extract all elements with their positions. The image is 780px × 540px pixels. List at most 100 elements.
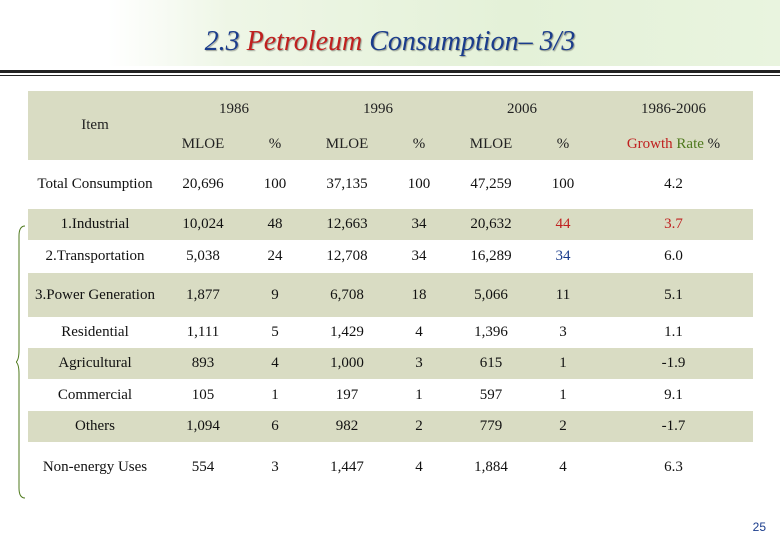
cell-mloe-1996: 1,429 bbox=[330, 324, 364, 340]
cell-pct-1996: 34 bbox=[411, 248, 427, 264]
title-accent: Petroleum bbox=[246, 26, 363, 57]
cell-mloe-1996: 37,135 bbox=[326, 176, 368, 192]
header-mloe-1996: MLOE bbox=[325, 135, 369, 152]
cell-growth: 1.1 bbox=[664, 324, 683, 340]
cell-growth: 4.2 bbox=[664, 176, 683, 192]
cell-pct-1986: 6 bbox=[271, 418, 279, 434]
cell-growth: 3.7 bbox=[664, 216, 683, 232]
cell-pct-2006: 11 bbox=[555, 286, 571, 303]
table-row: Residential 1,111 5 1,429 4 1,396 3 1.1 bbox=[28, 317, 753, 348]
cell-growth: 6.3 bbox=[664, 458, 683, 475]
cell-mloe-1996: 12,663 bbox=[326, 216, 368, 232]
row-item: Residential bbox=[61, 324, 129, 340]
cell-pct-2006: 4 bbox=[559, 458, 567, 475]
row-item: 1.Industrial bbox=[60, 216, 130, 232]
cell-mloe-2006: 1,884 bbox=[474, 458, 508, 475]
cell-pct-2006: 1 bbox=[559, 355, 567, 371]
table-row: Total Consumption 20,696 100 37,135 100 … bbox=[28, 160, 753, 209]
row-item: Others bbox=[75, 418, 115, 434]
header-year-range: 1986-2006 bbox=[641, 101, 706, 117]
cell-pct-1996: 1 bbox=[415, 386, 423, 403]
cell-mloe-1986: 10,024 bbox=[182, 216, 224, 232]
cell-mloe-1996: 982 bbox=[335, 418, 359, 434]
cell-mloe-2006: 16,289 bbox=[470, 248, 512, 264]
row-item: Commercial bbox=[57, 386, 133, 403]
cell-mloe-1986: 105 bbox=[191, 386, 215, 403]
table-row: Others 1,094 6 982 2 779 2 -1.7 bbox=[28, 411, 753, 442]
cell-mloe-1996: 6,708 bbox=[330, 286, 364, 303]
table-row: Agricultural 893 4 1,000 3 615 1 -1.9 bbox=[28, 348, 753, 379]
page-number: 25 bbox=[752, 520, 766, 534]
header-year-2006: 2006 bbox=[507, 101, 537, 117]
cell-mloe-2006: 47,259 bbox=[470, 176, 512, 192]
cell-pct-2006: 1 bbox=[559, 386, 567, 403]
rate-word: Rate bbox=[676, 135, 704, 152]
row-group-brace bbox=[16, 225, 26, 499]
cell-mloe-1986: 1,877 bbox=[186, 286, 220, 303]
title-rule-thick bbox=[0, 70, 780, 73]
cell-mloe-2006: 779 bbox=[479, 418, 503, 434]
cell-pct-1986: 24 bbox=[267, 248, 283, 264]
table-row: 1.Industrial 10,024 48 12,663 34 20,632 … bbox=[28, 209, 753, 240]
cell-growth: -1.7 bbox=[661, 418, 686, 434]
growth-pct: % bbox=[707, 135, 721, 152]
cell-pct-2006: 2 bbox=[559, 418, 567, 434]
row-item: Agricultural bbox=[58, 355, 132, 371]
cell-mloe-1996: 1,000 bbox=[330, 355, 364, 371]
header-pct-1986: % bbox=[268, 135, 282, 152]
cell-growth: 6.0 bbox=[664, 248, 683, 264]
cell-mloe-2006: 615 bbox=[479, 355, 503, 371]
row-item: Total Consumption bbox=[37, 176, 153, 192]
header-row-years: Item 1986 1996 2006 1986-2006 bbox=[28, 91, 753, 133]
cell-pct-1986: 9 bbox=[271, 286, 279, 303]
cell-pct-1986: 100 bbox=[263, 176, 287, 192]
row-item: Non-energy Uses bbox=[42, 458, 148, 475]
row-item: 3.Power Generation bbox=[35, 286, 155, 303]
cell-mloe-1986: 1,094 bbox=[186, 418, 220, 434]
cell-pct-1996: 100 bbox=[407, 176, 431, 192]
cell-mloe-1986: 893 bbox=[191, 355, 215, 371]
cell-pct-1986: 4 bbox=[271, 355, 279, 371]
row-item: 2.Transportation bbox=[45, 248, 145, 264]
cell-mloe-1986: 1,111 bbox=[186, 324, 220, 340]
cell-mloe-1986: 554 bbox=[191, 458, 215, 475]
header-mloe-2006: MLOE bbox=[469, 135, 513, 152]
cell-pct-1996: 2 bbox=[415, 418, 423, 434]
title-number: 2.3 bbox=[204, 26, 240, 57]
title-rest: Consumption– 3/3 bbox=[369, 26, 576, 57]
cell-mloe-2006: 20,632 bbox=[470, 216, 512, 232]
cell-pct-2006: 3 bbox=[559, 324, 567, 340]
cell-pct-2006: 100 bbox=[551, 176, 575, 192]
cell-mloe-2006: 597 bbox=[479, 386, 503, 403]
header-year-1986: 1986 bbox=[219, 101, 249, 117]
title-rule-thin bbox=[0, 75, 780, 76]
cell-pct-1986: 48 bbox=[267, 216, 283, 232]
cell-pct-2006: 34 bbox=[555, 248, 571, 264]
growth-word: Growth bbox=[626, 135, 673, 152]
table-row: 3.Power Generation 1,877 9 6,708 18 5,06… bbox=[28, 273, 753, 317]
cell-mloe-2006: 1,396 bbox=[474, 324, 508, 340]
cell-pct-1986: 3 bbox=[271, 458, 279, 475]
header-growth-rate: Growth Rate % bbox=[594, 128, 753, 160]
cell-pct-1996: 3 bbox=[415, 355, 423, 371]
cell-pct-1986: 1 bbox=[271, 386, 279, 403]
consumption-table: Item 1986 1996 2006 1986-2006 MLOE % MLO… bbox=[28, 91, 753, 492]
table-row: Non-energy Uses 554 3 1,447 4 1,884 4 6.… bbox=[28, 442, 753, 492]
page-title: 2.3 Petroleum Consumption– 3/3 bbox=[0, 26, 780, 58]
title-banner bbox=[108, 0, 780, 66]
header-pct-2006: % bbox=[556, 135, 570, 152]
cell-pct-1986: 5 bbox=[271, 324, 279, 340]
header-pct-1996: % bbox=[412, 135, 426, 152]
cell-pct-2006: 44 bbox=[555, 216, 571, 232]
cell-pct-1996: 4 bbox=[415, 324, 423, 340]
cell-mloe-1986: 5,038 bbox=[186, 248, 220, 264]
header-mloe-1986: MLOE bbox=[181, 135, 225, 152]
cell-growth: 9.1 bbox=[664, 386, 683, 403]
cell-mloe-2006: 5,066 bbox=[474, 286, 508, 303]
cell-growth: 5.1 bbox=[664, 286, 683, 303]
cell-growth: -1.9 bbox=[661, 355, 686, 371]
header-item: Item bbox=[81, 117, 109, 133]
cell-pct-1996: 4 bbox=[415, 458, 423, 475]
cell-mloe-1996: 197 bbox=[335, 386, 359, 403]
cell-pct-1996: 18 bbox=[411, 286, 427, 303]
